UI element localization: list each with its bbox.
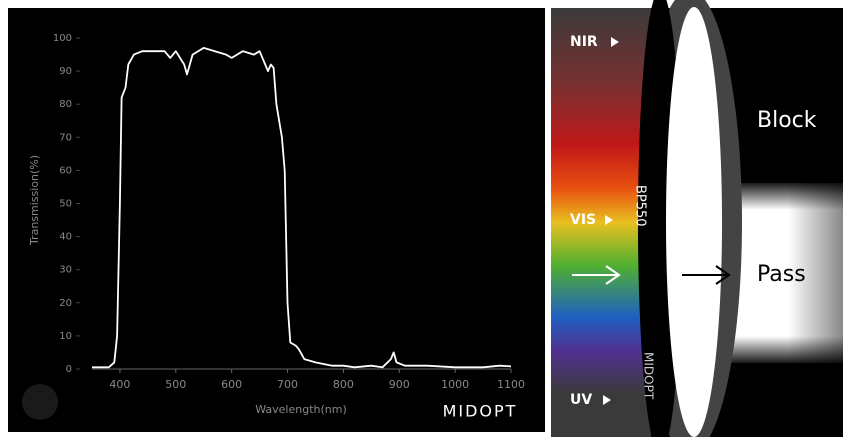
x-tick-label: 700 (277, 378, 298, 391)
filter-label: BP550 (633, 185, 648, 227)
arrow (572, 265, 621, 285)
plot: 0 10 20 30 40 50 60 70 80 90 100 400 500 600 700 800 900… (53, 33, 525, 391)
brand-label: MIDOPT (642, 352, 656, 400)
x-axis-label: Wavelength(nm) (255, 403, 347, 416)
x-tick-label: 600 (221, 378, 242, 391)
x-tick-label: 1100 (497, 378, 525, 391)
block-label: Block (757, 108, 817, 133)
y-tick-label: 0 (66, 364, 72, 375)
chart-panel (8, 8, 545, 432)
y-tick-label: 40 (59, 232, 72, 243)
y-tick-label: 60 (59, 165, 72, 176)
data-line (92, 47, 512, 369)
arrow-head (611, 37, 619, 47)
arrow (682, 265, 731, 285)
y-axis-label: Transmission(%) (28, 155, 41, 246)
arrow-head (603, 395, 611, 405)
vis-label: VIS (570, 212, 596, 228)
x-tick-label: 1000 (441, 378, 469, 391)
y-tick-label: 20 (59, 298, 72, 309)
pass-label: Pass (757, 262, 806, 287)
x-tick-label: 800 (333, 378, 354, 391)
logo: MIDOPT (443, 402, 518, 421)
y-tick-label: 80 (59, 99, 72, 110)
y-tick-label: 30 (59, 265, 72, 276)
y-tick-label: 90 (59, 66, 72, 77)
diagram: NIR VIS UV Block Pass BP550 MIDOPT (551, 0, 843, 441)
x-tick-label: 900 (389, 378, 410, 391)
y-tick-label: 70 (59, 132, 72, 143)
y-tick-label: 50 (59, 199, 72, 210)
x-tick-label: 400 (109, 378, 130, 391)
logo-mark (22, 384, 58, 420)
spectrum (551, 8, 651, 437)
uv-label: UV (570, 392, 592, 408)
y-tick-label: 100 (53, 33, 72, 44)
y-tick-label: 10 (59, 331, 72, 342)
x-tick-label: 500 (165, 378, 186, 391)
nir-label: NIR (570, 34, 598, 50)
arrow-head (605, 215, 613, 225)
filter-glass (666, 7, 722, 437)
